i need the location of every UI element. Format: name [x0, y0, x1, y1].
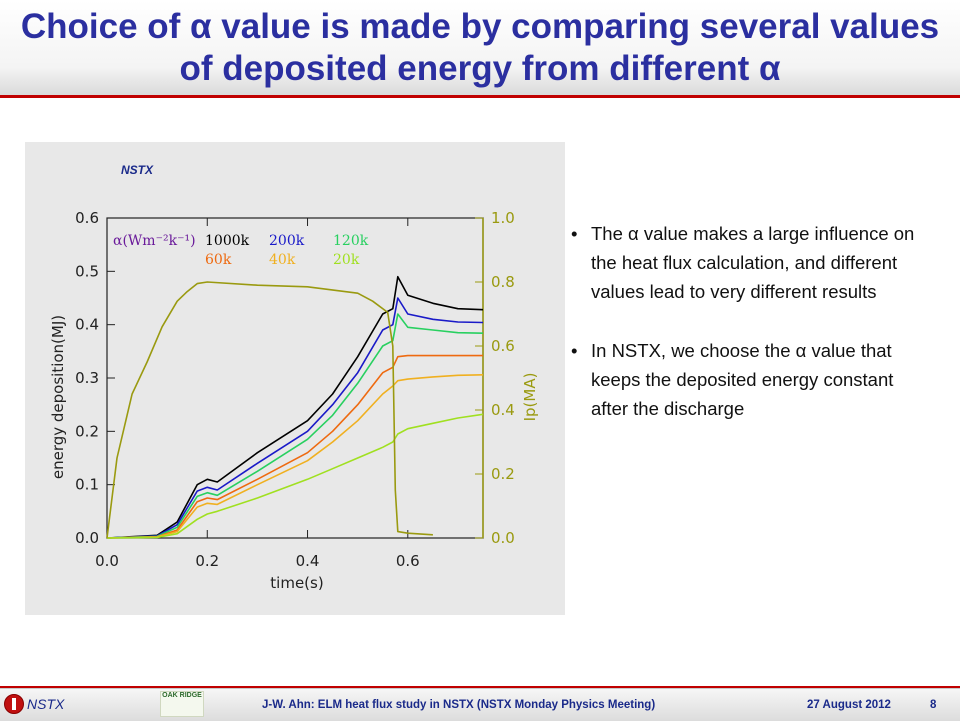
page-number: 8 — [930, 699, 937, 711]
ornl-logo-icon: OAK RIDGE — [160, 691, 204, 717]
slide-title: Choice of α value is made by comparing s… — [20, 7, 940, 88]
series-line-200k — [106, 297, 484, 539]
chart-background — [25, 142, 565, 615]
y2-tick-label: 0.4 — [491, 401, 515, 419]
x-tick-label: 0.6 — [396, 552, 420, 570]
bullet-item: The α value makes a large influence on t… — [571, 219, 921, 306]
y-tick-label: 0.2 — [75, 422, 99, 440]
x-tick-label: 0.4 — [296, 552, 320, 570]
footer-program-label: NSTX — [27, 696, 65, 712]
x-tick-label: 0.2 — [195, 552, 219, 570]
legend-entry: 200k — [269, 233, 305, 249]
bullet-text: The α value makes a large influence on t… — [591, 223, 915, 302]
footer-divider — [0, 686, 960, 688]
legend-entry: 20k — [333, 252, 360, 268]
y-tick-label: 0.6 — [75, 209, 99, 227]
bullet-item: In NSTX, we choose the α value that keep… — [571, 336, 921, 423]
title-divider — [0, 95, 960, 98]
y2-tick-label: 0.6 — [491, 337, 515, 355]
bullet-text: In NSTX, we choose the α value that keep… — [591, 340, 894, 419]
y-tick-label: 0.5 — [75, 262, 99, 280]
series-line-1000k — [106, 275, 484, 539]
legend-entry: 60k — [205, 252, 232, 268]
chart-title: NSTX — [121, 163, 154, 177]
title-band — [0, 0, 960, 96]
legend-title: α(Wm⁻²k⁻¹) — [113, 233, 196, 249]
y2-tick-label: 0.8 — [491, 273, 515, 291]
series-line-20k — [106, 413, 484, 539]
nstx-logo-icon — [4, 694, 24, 714]
y2-tick-label: 0.2 — [491, 465, 515, 483]
y-tick-label: 0.3 — [75, 369, 99, 387]
y-tick-label: 0.4 — [75, 316, 99, 334]
plot-area: 0.0 0.2 0.4 0.6 0.0 0.1 0.2 0.3 0.4 0.5 0.6 0.0 0.2 0… — [75, 209, 515, 570]
series-line-40k — [106, 374, 484, 539]
legend-entry: 40k — [269, 252, 296, 268]
ornl-logo-text: OAK RIDGE — [162, 692, 202, 699]
y2-tick-label: 0.0 — [491, 529, 515, 547]
x-tick-label: 0.0 — [95, 552, 119, 570]
series-line-60k — [106, 354, 483, 539]
series-line-ip — [106, 281, 433, 539]
series-line-120k — [106, 313, 484, 539]
y2-axis-label: Ip(MA) — [521, 373, 539, 422]
energy-deposition-chart: NSTX 0.0 0.2 0.4 0.60.00.10.20.30.40.50.60.… — [25, 142, 565, 615]
bullet-list: The α value makes a large influence on t… — [571, 219, 921, 453]
y-tick-label: 0.0 — [75, 529, 99, 547]
x-axis-label: time(s) — [270, 574, 323, 592]
y2-tick-label: 1.0 — [491, 209, 515, 227]
legend-entry: 1000k — [205, 233, 250, 249]
footer-presentation-info: J-W. Ahn: ELM heat flux study in NSTX (N… — [262, 699, 656, 711]
legend-entry: 120k — [333, 233, 369, 249]
footer-date: 27 August 2012 — [807, 699, 891, 711]
y-tick-label: 0.1 — [75, 476, 99, 494]
y-axis-label: energy deposition(MJ) — [49, 315, 67, 479]
